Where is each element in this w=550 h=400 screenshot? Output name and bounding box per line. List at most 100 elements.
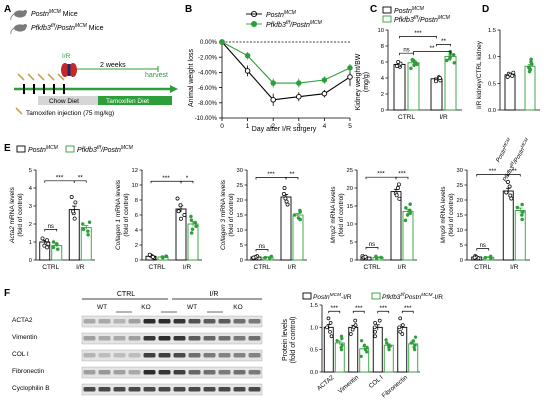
data-point: [397, 325, 402, 330]
y-tick-label: 30: [457, 168, 463, 174]
data-point: [520, 217, 524, 222]
data-point: [263, 255, 268, 260]
blot-band: [158, 336, 171, 341]
data-point: [403, 218, 408, 223]
blot-band: [203, 336, 216, 341]
blot-band: [128, 353, 141, 358]
y-tick-label: 10: [347, 222, 353, 228]
blot-band: [203, 387, 216, 392]
data-point: [328, 321, 333, 325]
x-tick-label: COL I: [368, 374, 385, 390]
blot-band: [98, 336, 111, 341]
data-point: [394, 64, 399, 68]
data-point: [373, 321, 377, 325]
y-tick-label: 6: [381, 60, 384, 66]
bar: [430, 78, 443, 111]
mrna-levels-label: mRNA levels: [115, 179, 122, 219]
significance-bracket: [401, 310, 414, 314]
blot-band: [113, 370, 126, 375]
bar: [323, 326, 334, 373]
data-point: [511, 70, 516, 75]
significance-bracket: [73, 180, 87, 183]
significance-label: ns: [259, 244, 265, 250]
blot-band: [248, 370, 261, 375]
panel-a: A PostnMCM Mice Pfkfb3f/f/PostnMCM Mice …: [4, 4, 178, 117]
data-point: [530, 62, 534, 66]
x-tick-label: I/R: [439, 114, 448, 121]
svg-text:PostnMCM: PostnMCM: [28, 145, 59, 154]
bar: [393, 63, 406, 111]
data-point: [189, 214, 193, 219]
data-point: [80, 222, 85, 226]
data-point: [86, 229, 90, 233]
blot-band: [218, 370, 231, 375]
x-tick-label: Vimentin: [337, 374, 361, 395]
bar: [80, 227, 92, 261]
data-point: [340, 336, 344, 341]
data-point: [408, 208, 412, 213]
data-point: [488, 254, 493, 259]
injection-ticks: [23, 84, 65, 94]
significance-label: ***: [377, 171, 385, 178]
data-point: [397, 196, 402, 201]
blot-band: [98, 370, 111, 375]
blot-strip: [81, 315, 263, 328]
y-tick-label: 6: [135, 213, 138, 219]
x-tick-label: I/R: [510, 264, 519, 271]
y-tick-label: 5: [460, 243, 463, 249]
blot-row-label: Cyclophilin B: [12, 385, 50, 392]
data-point: [521, 210, 525, 214]
y-tick-label: 10: [457, 228, 463, 234]
blot-band: [113, 336, 126, 341]
data-point: [353, 318, 358, 323]
chart-f: 0.0 0.5 1.0 1.5 ACTA2 Vimentin COL IFibronecti…: [310, 303, 420, 400]
mrna-levels-label: mRNA levels: [9, 186, 16, 226]
blot-band: [158, 370, 171, 375]
data-point: [190, 227, 195, 232]
chow-diet-bar: [38, 96, 98, 105]
y-tick-label: 0.00%: [200, 40, 218, 46]
data-point: [411, 339, 415, 343]
panel-c-letter: C: [370, 4, 377, 15]
data-point: [321, 77, 328, 83]
significance-label: **: [512, 168, 518, 175]
y-axis-label: Collagen 3 mRNA levels: [220, 179, 227, 250]
blot-strip: [81, 349, 263, 362]
y-tick-label: 5: [29, 168, 32, 174]
y-tick-label: 2: [381, 92, 384, 98]
bar: [390, 191, 402, 261]
data-point: [296, 216, 301, 220]
c-yunit: (mg/g): [363, 72, 370, 92]
blot-genotype-label: WT: [187, 304, 197, 311]
mrna-levels-label: mRNA levels: [440, 186, 447, 226]
x-tick-label: I/R: [398, 264, 407, 271]
data-point: [350, 327, 355, 332]
significance-bracket: [507, 174, 521, 177]
significance-label: ***: [404, 305, 412, 312]
harvest-label: harvest: [145, 72, 168, 79]
significance-label: **: [289, 171, 295, 178]
significance-label: ***: [398, 171, 406, 178]
y-tick-label: 1.0: [310, 325, 318, 331]
data-point: [434, 79, 438, 84]
blot-strip: [81, 383, 263, 396]
data-point: [483, 255, 488, 260]
y-tick-label: 25: [457, 183, 463, 189]
data-point: [373, 334, 377, 339]
blot-band: [143, 336, 156, 341]
blot-group-label: I/R: [210, 291, 219, 298]
data-point: [400, 323, 405, 327]
x-tick-label: I/R: [288, 264, 297, 271]
data-point: [176, 209, 181, 214]
y-tick-label: 0: [240, 258, 243, 264]
data-point: [175, 196, 180, 201]
data-point: [86, 232, 90, 237]
data-point: [326, 316, 331, 321]
blot-band: [233, 336, 246, 341]
data-point: [179, 216, 183, 221]
data-point: [42, 243, 47, 248]
chow-diet-label: Chow Diet: [49, 98, 79, 105]
data-point: [54, 241, 59, 246]
panel-d-letter: D: [482, 4, 489, 15]
